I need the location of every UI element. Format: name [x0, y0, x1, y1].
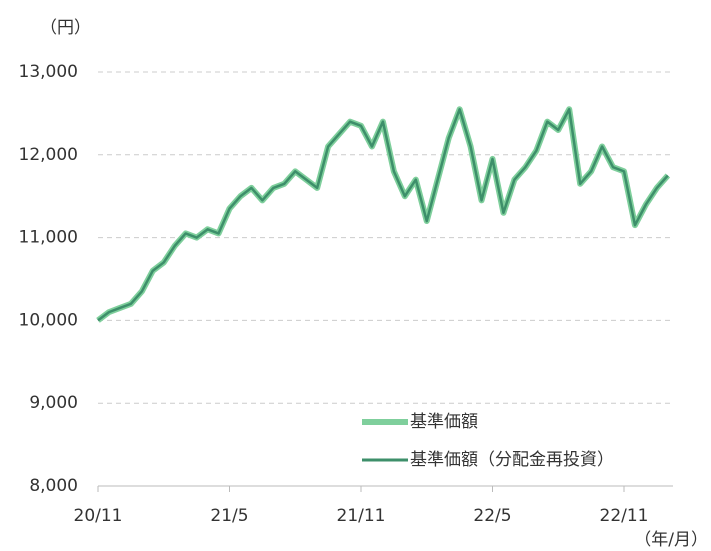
y-tick-label: 9,000: [29, 393, 78, 413]
y-tick-label: 13,000: [19, 62, 78, 82]
series-line: [96, 106, 671, 323]
y-tick-label: 8,000: [29, 476, 78, 496]
x-tick-label: 20/11: [74, 506, 123, 526]
x-axis-label: （年/月）: [634, 530, 708, 550]
x-tick-label: 22/5: [473, 506, 511, 526]
x-tick-label: 21/11: [337, 506, 386, 526]
x-tick-label: 21/5: [210, 506, 248, 526]
legend-label: 基準価額（分配金再投資）: [410, 450, 614, 470]
series-line: [97, 108, 669, 322]
legend-label: 基準価額: [410, 412, 478, 432]
x-tick-label: 22/11: [600, 506, 649, 526]
y-tick-label: 11,000: [19, 228, 78, 248]
y-axis-label: （円）: [40, 18, 91, 38]
y-tick-label: 12,000: [19, 145, 78, 165]
y-tick-label: 10,000: [19, 310, 78, 330]
